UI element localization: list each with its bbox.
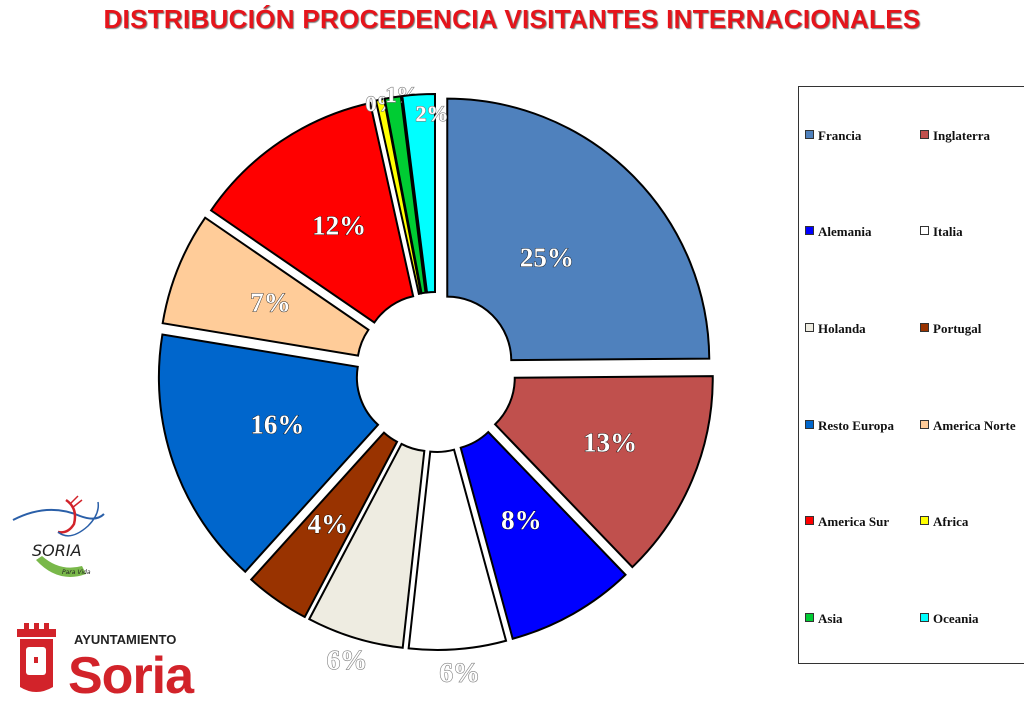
legend-label: Inglaterra [933, 128, 991, 143]
legend-swatch [920, 613, 929, 622]
slice-francia [446, 97, 711, 362]
slice-america-sur [209, 101, 415, 324]
legend-swatch [805, 613, 814, 622]
legend-swatch [805, 323, 814, 332]
legend-swatch [805, 516, 814, 525]
label-alemania: 8% [501, 505, 542, 535]
soria-wordmark: Soria [68, 647, 195, 697]
slice-resto-europa [157, 333, 380, 574]
chart-legend: Francia Inglaterra Alemania Italia Holanda Po… [798, 86, 1024, 664]
slice-asia [383, 95, 427, 295]
legend-label: Asia [818, 611, 843, 626]
legend-item-resto-europa: Resto Europa [805, 418, 894, 434]
legend-label: Resto Europa [818, 418, 894, 433]
label-inglaterra: 13% [583, 428, 637, 458]
slice-holanda [307, 442, 426, 649]
label-italia: 6% [439, 657, 480, 687]
legend-swatch [805, 226, 814, 235]
legend-item-francia: Francia [805, 128, 861, 144]
legend-label: America Norte [933, 418, 1016, 433]
legend-item-asia: Asia [805, 611, 843, 627]
label-america-sur: 12% [312, 211, 366, 241]
tourism-logo-tagline: Para Vida [62, 569, 91, 576]
legend-item-alemania: Alemania [805, 224, 871, 240]
legend-item-holanda: Holanda [805, 321, 866, 337]
label-america-norte: 7% [250, 288, 291, 318]
legend-swatch [920, 130, 929, 139]
slice-oceania [401, 93, 436, 294]
slice-italia [407, 448, 508, 651]
legend-swatch [920, 226, 929, 235]
legend-item-portugal: Portugal [920, 321, 981, 337]
slice-portugal [249, 431, 399, 619]
label-portugal: 4% [308, 509, 349, 539]
slice-inglaterra [493, 375, 714, 569]
legend-label: Oceania [933, 611, 979, 626]
slice-alemania [459, 430, 627, 640]
soria-tourism-logo: SORIA Para Vida [12, 495, 105, 577]
legend-item-africa: Africa [920, 514, 968, 530]
chart-title: DISTRIBUCIÓN PROCEDENCIA VISITANTES INTE… [103, 4, 921, 34]
label-resto-europa: 16% [250, 410, 304, 440]
legend-label: Italia [933, 224, 963, 239]
slice-america-norte [161, 216, 370, 357]
label-oceania: 2% [416, 101, 449, 126]
legend-item-america-norte: America Norte [920, 418, 1016, 434]
ayuntamiento-label: AYUNTAMIENTO [74, 632, 176, 647]
legend-label: Alemania [818, 224, 872, 239]
ayuntamiento-soria-logo: AYUNTAMIENTO Soria [17, 623, 196, 697]
legend-swatch [920, 516, 929, 525]
legend-item-oceania: Oceania [920, 611, 979, 627]
legend-label: Holanda [818, 321, 866, 336]
tourism-logo-text: SORIA [32, 541, 82, 560]
legend-label: Portugal [933, 321, 982, 336]
legend-item-inglaterra: Inglaterra [920, 128, 990, 144]
label-francia: 25% [520, 242, 574, 272]
legend-label: America Sur [818, 514, 890, 529]
legend-item-italia: Italia [920, 224, 963, 240]
legend-swatch [805, 130, 814, 139]
legend-swatch [920, 420, 929, 429]
legend-label: Francia [818, 128, 862, 143]
donut-chart: 25%13%8%6%6%4%16%7%12%0%1%2% [157, 81, 714, 688]
legend-item-america-sur: America Sur [805, 514, 889, 530]
legend-swatch [920, 323, 929, 332]
legend-label: Africa [933, 514, 969, 529]
label-holanda: 6% [327, 645, 368, 675]
legend-swatch [805, 420, 814, 429]
